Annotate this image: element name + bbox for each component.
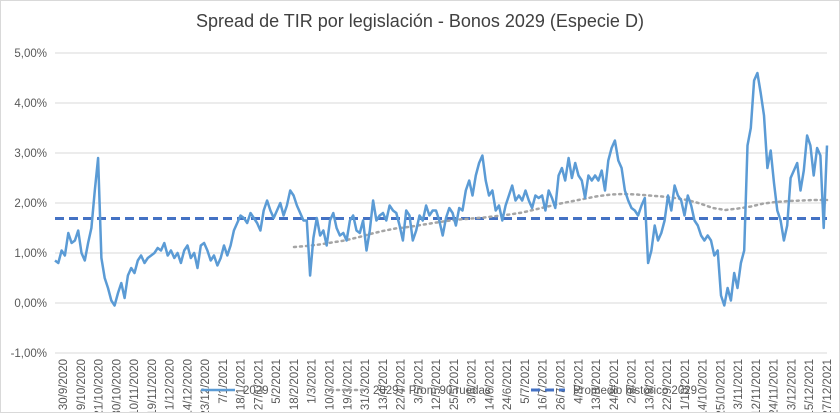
x-tick-label: 9/10/2020 (76, 359, 88, 410)
x-tick-label: 3/11/2021 (733, 359, 745, 409)
x-tick-label: 7/1/2021 (218, 359, 230, 404)
x-tick-label: 13/8/2021 (591, 359, 603, 410)
y-tick-label: 1,00% (14, 248, 47, 260)
x-tick-label: 25/10/2021 (715, 359, 727, 412)
legend: 2029 2029 - Prom 90 ruedas Promedio histór… (201, 385, 697, 397)
x-tick-label: 24/8/2021 (609, 359, 621, 410)
x-tick-label: 14/10/2021 (698, 359, 710, 412)
x-tick-label: 19/11/2020 (147, 359, 159, 412)
x-tick-label: 31/3/2021 (360, 359, 372, 410)
y-axis-ticks: -1,00% 0,00% 1,00% 2,00% 3,00% 4,00% 5,00% (11, 48, 47, 360)
x-tick-label: 18/2/2021 (289, 359, 301, 410)
x-tick-label: 25/5/2021 (449, 359, 461, 410)
x-tick-label: 26/7/2021 (555, 359, 567, 410)
x-tick-label: 5/7/2021 (520, 359, 532, 404)
legend-label: 2029 (243, 385, 269, 397)
x-tick-label: 14/6/2021 (484, 359, 496, 410)
legend-label: Promedio histórico 2029 (573, 385, 697, 397)
x-tick-label: 1/12/2020 (165, 359, 177, 410)
x-tick-label: 27/1/2021 (253, 359, 265, 410)
x-tick-label: 3/6/2021 (467, 359, 479, 404)
series-line-prom-90-ruedas (292, 192, 829, 249)
x-tick-label: 15/12/2021 (804, 359, 816, 412)
series-layer (54, 71, 829, 307)
x-tick-label: 19/3/2021 (342, 359, 354, 410)
x-tick-label: 1/10/2021 (680, 359, 692, 410)
y-tick-label: 3,00% (14, 148, 47, 160)
x-tick-label: 1/3/2021 (307, 359, 319, 404)
x-tick-label: 22/9/2021 (662, 359, 674, 410)
x-tick-label: 30/10/2020 (111, 359, 123, 412)
x-tick-label: 23/12/2020 (200, 359, 212, 412)
x-tick-label: 18/1/2021 (236, 359, 248, 410)
x-tick-label: 30/9/2020 (58, 359, 70, 410)
x-tick-label: 12/11/2021 (751, 359, 763, 412)
x-tick-label: 16/7/2021 (538, 359, 550, 410)
x-tick-label: 3/12/2021 (786, 359, 798, 410)
x-tick-label: 21/10/2020 (94, 359, 106, 412)
x-tick-label: 24/6/2021 (502, 359, 514, 410)
x-tick-label: 22/4/2021 (396, 359, 408, 410)
series-line-2029 (54, 71, 829, 307)
x-tick-label: 13/4/2021 (378, 359, 390, 410)
y-tick-label: 5,00% (14, 48, 47, 60)
x-axis-ticks: 30/9/2020 9/10/2020 21/10/2020 30/10/2020 10… (58, 359, 834, 412)
gridlines (55, 52, 827, 354)
x-tick-label: 3/5/2021 (413, 359, 425, 404)
y-tick-label: 2,00% (14, 198, 47, 210)
x-tick-label: 4/8/2021 (573, 359, 585, 404)
x-tick-label: 2/9/2021 (627, 359, 639, 404)
x-tick-label: 12/5/2021 (431, 359, 443, 410)
x-tick-label: 5/2/2021 (271, 359, 283, 404)
y-tick-label: 4,00% (14, 98, 47, 110)
legend-label: 2029 - Prom 90 ruedas (373, 385, 491, 397)
y-tick-label: 0,00% (14, 298, 47, 310)
x-tick-label: 10/3/2021 (325, 359, 337, 410)
x-tick-label: 24/11/2021 (769, 359, 781, 412)
x-tick-label: 14/12/2020 (182, 359, 194, 412)
x-tick-label: 10/11/2020 (129, 359, 141, 412)
chart-title: Spread de TIR por legislación - Bonos 20… (196, 11, 644, 31)
x-tick-label: 13/9/2021 (644, 359, 656, 410)
x-tick-label: 27/12/2021 (822, 359, 834, 412)
y-tick-label: -1,00% (11, 348, 47, 360)
